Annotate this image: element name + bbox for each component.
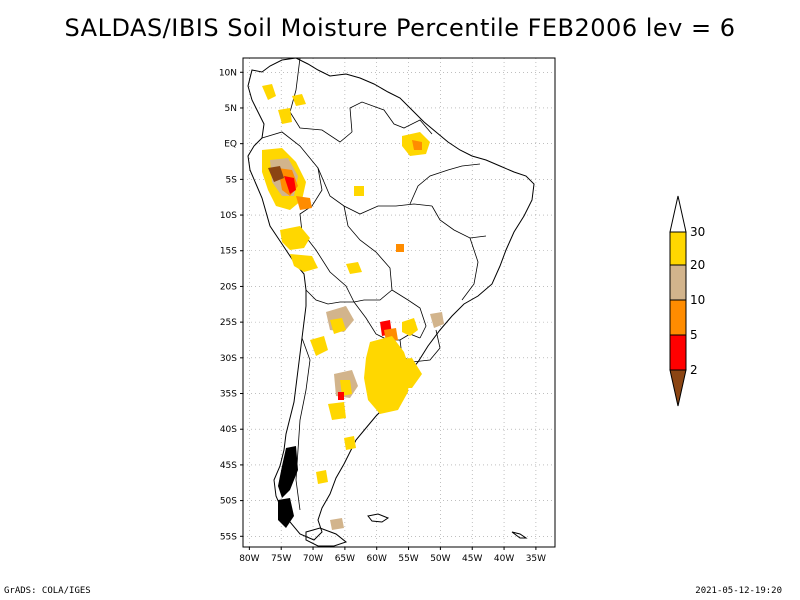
- legend-swatch-below-2: [669, 369, 687, 407]
- dry-patch: [392, 358, 422, 388]
- latitude-label: 15S: [220, 247, 237, 257]
- dry-patch: [310, 336, 328, 356]
- legend-colorbar: 2 5 10 20 30: [669, 195, 705, 407]
- grads-credit: GrADS: COLA/IGES: [4, 586, 91, 596]
- dry-patch: [262, 84, 276, 100]
- fjord-texture: [278, 446, 298, 498]
- dry-patch: [328, 402, 346, 420]
- legend-swatch-5-10: [669, 299, 687, 336]
- latitude-label: 5N: [225, 104, 237, 114]
- legend-label: 30: [690, 225, 705, 239]
- longitude-label: 60W: [367, 554, 387, 564]
- longitude-label: 80W: [239, 554, 259, 564]
- legend-label: 10: [690, 293, 705, 307]
- dry-patch: [316, 470, 328, 484]
- render-timestamp: 2021-05-12-19:20: [695, 586, 782, 596]
- latitude-label: 45S: [220, 461, 237, 471]
- dry-patch: [402, 318, 418, 336]
- percentile-shading: [262, 84, 444, 530]
- latitude-label: 10S: [220, 211, 237, 221]
- dry-patch: [364, 336, 410, 414]
- legend-swatch-2-5: [669, 334, 687, 371]
- dry-patch: [344, 436, 356, 450]
- dry-patch: [412, 140, 422, 150]
- latitude-label: 35S: [220, 390, 237, 400]
- latitude-labels: 10N 5N EQ 5S 10S 15S 20S 25S 30S 35S 40S 45S 50S 55S: [219, 68, 243, 542]
- dry-patch: [330, 518, 344, 530]
- dry-patch: [290, 254, 318, 272]
- longitude-label: 40W: [494, 554, 514, 564]
- legend-label: 5: [690, 328, 698, 342]
- dry-patch: [284, 176, 296, 194]
- longitude-label: 65W: [335, 554, 355, 564]
- legend-swatch-10-20: [669, 264, 687, 301]
- south-georgia-outline: [511, 531, 528, 539]
- dry-patch: [268, 166, 284, 182]
- latitude-label: 50S: [220, 497, 237, 507]
- dry-patch: [338, 392, 344, 400]
- dry-patch: [396, 244, 404, 252]
- latitude-label: 5S: [226, 175, 238, 185]
- latitude-label: 55S: [220, 532, 237, 542]
- legend-swatch-above-30: [669, 195, 687, 233]
- latitude-label: 30S: [220, 354, 237, 364]
- legend-swatch-20-30: [669, 231, 687, 266]
- longitude-label: 35W: [526, 554, 546, 564]
- tierra-del-fuego-outline: [305, 527, 348, 547]
- dry-patch: [278, 108, 292, 124]
- dry-patch: [280, 226, 310, 250]
- longitude-labels: 80W 75W 70W 65W 60W 55W 50W 45W 40W 35W: [239, 547, 546, 564]
- fjord-texture: [278, 498, 294, 528]
- dry-patch: [346, 262, 362, 274]
- longitude-label: 70W: [303, 554, 323, 564]
- map-title: SALDAS/IBIS Soil Moisture Percentile FEB…: [64, 14, 736, 42]
- map-frame: [242, 57, 556, 548]
- dry-patch: [430, 312, 444, 328]
- longitude-label: 75W: [271, 554, 291, 564]
- latitude-label: 40S: [220, 425, 237, 435]
- dry-patch: [330, 318, 346, 334]
- longitude-label: 50W: [430, 554, 450, 564]
- legend-label: 20: [690, 258, 705, 272]
- longitude-label: 45W: [462, 554, 482, 564]
- latitude-label: 25S: [220, 318, 237, 328]
- latitude-label: 10N: [219, 68, 237, 78]
- latitude-label: 20S: [220, 282, 237, 292]
- latitude-label: EQ: [224, 140, 237, 150]
- dry-patch: [354, 186, 364, 196]
- falkland-islands-outline: [367, 513, 390, 523]
- dry-patch: [292, 94, 306, 106]
- country-borders: [261, 58, 487, 511]
- legend-label: 2: [690, 363, 698, 377]
- dry-patch: [296, 196, 312, 210]
- longitude-label: 55W: [398, 554, 418, 564]
